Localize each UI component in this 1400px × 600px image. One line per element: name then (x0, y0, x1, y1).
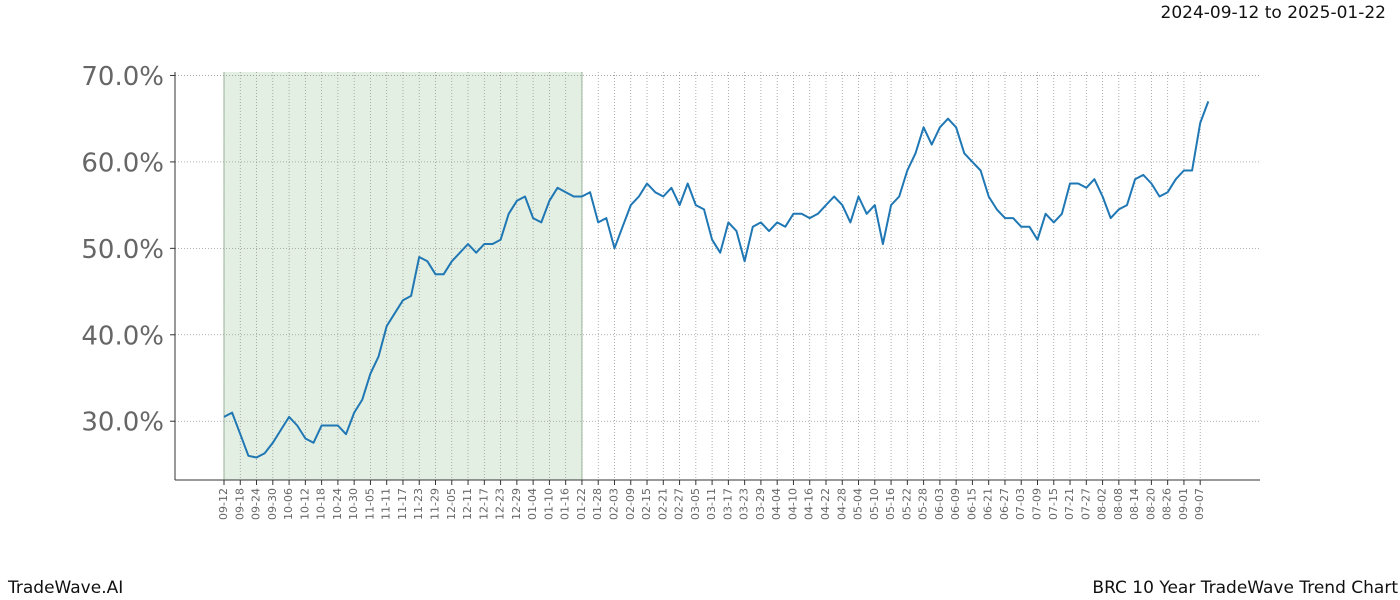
x-tick-label: 07-21 (1063, 488, 1076, 520)
x-tick-label: 06-09 (949, 488, 962, 520)
x-tick-label: 12-05 (445, 488, 458, 520)
x-tick-label: 12-23 (494, 488, 507, 520)
x-tick-label: 03-05 (689, 488, 702, 520)
x-tick-label: 11-23 (412, 488, 425, 520)
x-tick-label: 10-30 (347, 488, 360, 520)
x-tick-label: 09-18 (233, 488, 246, 520)
x-tick-label: 01-10 (542, 488, 555, 520)
x-tick-label: 04-22 (819, 488, 832, 520)
x-tick-label: 06-21 (982, 488, 995, 520)
y-tick-label: 50.0% (81, 235, 164, 265)
x-tick-label: 08-08 (1112, 488, 1125, 520)
x-tick-label: 09-07 (1193, 488, 1206, 520)
x-tick-label: 05-04 (852, 488, 865, 520)
x-tick-label: 11-17 (396, 488, 409, 520)
x-tick-label: 12-29 (510, 488, 523, 520)
x-tick-label: 02-15 (640, 488, 653, 520)
x-tick-label: 03-29 (754, 488, 767, 520)
x-tick-label: 10-06 (282, 488, 295, 520)
x-tick-label: 03-11 (705, 488, 718, 520)
x-tick-label: 02-03 (607, 488, 620, 520)
x-tick-label: 10-24 (331, 488, 344, 520)
x-tick-label: 08-02 (1096, 488, 1109, 520)
x-tick-label: 07-15 (1047, 488, 1060, 520)
x-tick-label: 04-16 (803, 488, 816, 520)
x-tick-label: 01-28 (591, 488, 604, 520)
x-tick-label: 08-20 (1144, 488, 1157, 520)
y-tick-label: 70.0% (81, 62, 164, 92)
x-tick-label: 05-10 (868, 488, 881, 520)
x-tick-label: 08-26 (1161, 488, 1174, 520)
x-tick-label: 01-16 (559, 488, 572, 520)
x-tick-label: 04-28 (835, 488, 848, 520)
x-tick-label: 05-28 (917, 488, 930, 520)
x-tick-label: 02-09 (624, 488, 637, 520)
x-tick-label: 12-11 (461, 488, 474, 520)
x-tick-label: 11-29 (429, 488, 442, 520)
x-tick-label: 03-23 (738, 488, 751, 520)
x-tick-label: 03-17 (721, 488, 734, 520)
x-tick-label: 07-03 (1014, 488, 1027, 520)
x-tick-label: 10-12 (298, 488, 311, 520)
y-tick-label: 30.0% (81, 408, 164, 438)
x-tick-label: 09-12 (217, 488, 230, 520)
x-tick-label: 11-05 (363, 488, 376, 520)
x-tick-label: 04-10 (786, 488, 799, 520)
chart-title: 2024-09-12 to 2025-01-22 (1161, 3, 1386, 23)
x-tick-label: 11-11 (380, 488, 393, 520)
x-tick-label: 05-16 (884, 488, 897, 520)
footer-left: TradeWave.AI (7, 578, 123, 598)
y-tick-label: 40.0% (81, 321, 164, 351)
x-tick-label: 09-01 (1177, 488, 1190, 520)
x-tick-label: 06-15 (965, 488, 978, 520)
x-tick-label: 02-27 (673, 488, 686, 520)
y-tick-label: 60.0% (81, 148, 164, 178)
x-tick-label: 05-22 (900, 488, 913, 520)
x-tick-label: 01-22 (575, 488, 588, 520)
x-tick-label: 04-04 (770, 488, 783, 520)
x-tick-label: 09-30 (266, 488, 279, 520)
x-tick-label: 12-17 (477, 488, 490, 520)
series-line (223, 101, 1210, 459)
x-tick-label: 08-14 (1128, 488, 1141, 520)
x-tick-label: 09-24 (250, 488, 263, 520)
x-tick-label: 01-04 (526, 488, 539, 520)
x-tick-label: 07-27 (1079, 488, 1092, 520)
x-tick-label: 06-03 (933, 488, 946, 520)
x-tick-label: 06-27 (998, 488, 1011, 520)
x-tick-label: 07-09 (1031, 488, 1044, 520)
x-tick-label: 10-18 (315, 488, 328, 520)
x-tick-label: 02-21 (656, 488, 669, 520)
footer-right: BRC 10 Year TradeWave Trend Chart (1092, 578, 1398, 598)
